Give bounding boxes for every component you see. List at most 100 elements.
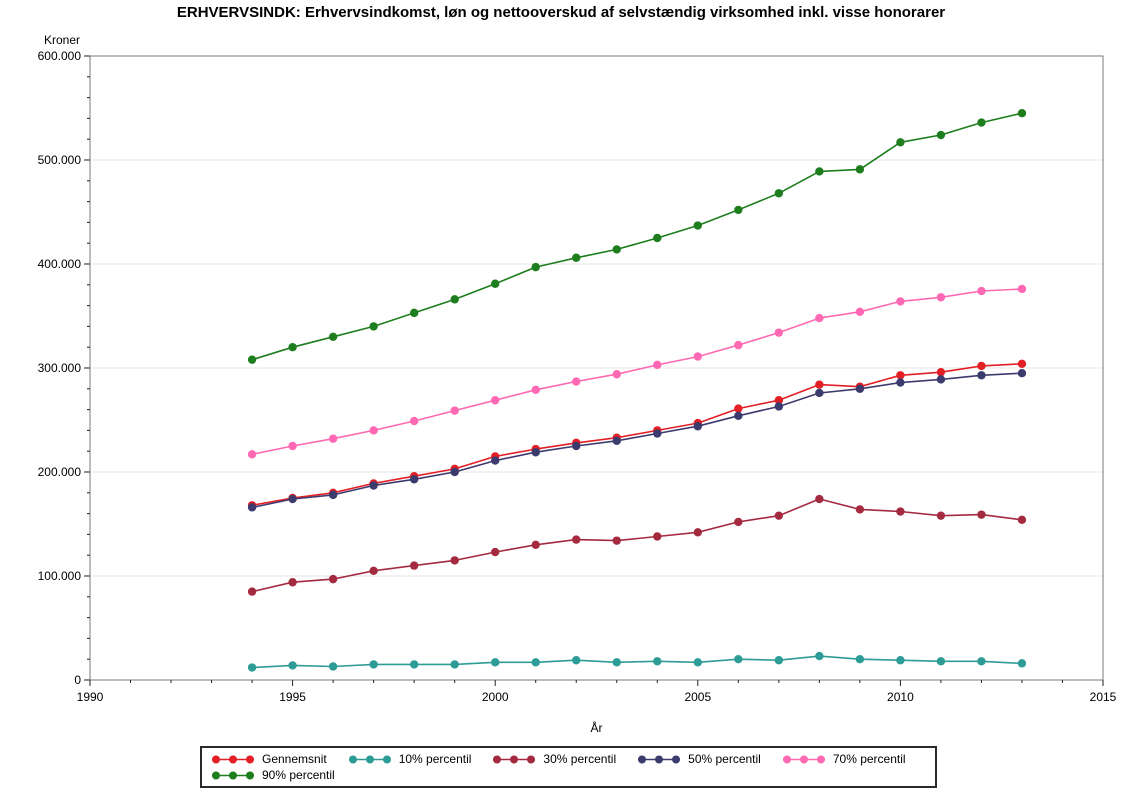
data-point — [734, 404, 743, 413]
data-point — [936, 511, 946, 520]
data-point — [612, 436, 621, 445]
data-point — [1017, 515, 1027, 525]
data-point — [612, 658, 621, 667]
data-point — [572, 377, 581, 386]
series-line — [251, 372, 1023, 509]
data-point — [734, 655, 743, 664]
x-tick-label: 2015 — [1090, 690, 1117, 704]
data-point — [572, 253, 581, 262]
legend-marker-icon — [212, 771, 254, 779]
data-point — [896, 507, 905, 516]
data-point — [653, 532, 662, 541]
data-point — [774, 402, 784, 411]
data-point — [531, 262, 540, 272]
data-point — [896, 371, 905, 380]
series-line — [251, 288, 1023, 456]
data-point — [1017, 369, 1027, 378]
data-point — [693, 221, 702, 230]
data-point — [1017, 284, 1027, 294]
data-point — [450, 556, 459, 565]
y-tick-label: 0 — [74, 673, 81, 687]
data-point — [369, 566, 378, 575]
data-point — [572, 656, 581, 665]
data-point — [247, 663, 257, 672]
legend-item: 50% percentil — [636, 752, 761, 766]
legend-marker-icon — [493, 755, 536, 763]
data-point — [288, 343, 297, 352]
data-point — [815, 494, 824, 504]
data-point — [328, 574, 338, 584]
data-point — [288, 661, 297, 670]
series-line — [251, 363, 1023, 507]
data-point — [977, 361, 986, 371]
y-tick-label: 600.000 — [38, 49, 82, 63]
data-point — [612, 536, 621, 545]
data-point — [612, 245, 621, 254]
x-tick-label: 1990 — [77, 690, 104, 704]
data-point — [288, 441, 297, 451]
data-point — [409, 308, 419, 318]
data-point — [855, 505, 865, 514]
legend-label: 30% percentil — [543, 752, 617, 766]
data-point — [855, 165, 865, 174]
legend-item: 10% percentil — [347, 752, 471, 766]
data-point — [450, 467, 459, 477]
data-point — [247, 503, 257, 512]
data-point — [774, 189, 784, 198]
data-point — [774, 511, 784, 520]
data-point — [734, 411, 743, 421]
data-point — [491, 396, 500, 405]
data-point — [247, 450, 257, 459]
data-point — [855, 384, 865, 393]
data-point — [653, 360, 662, 370]
series-line — [252, 655, 1023, 669]
data-point — [450, 295, 459, 304]
legend-label: 70% percentil — [832, 752, 906, 766]
data-point — [896, 378, 905, 387]
legend-item: 70% percentil — [781, 752, 906, 766]
data-point — [936, 375, 946, 384]
data-point — [693, 352, 702, 361]
data-point — [693, 658, 702, 667]
y-tick-label: 400.000 — [38, 257, 82, 271]
data-point — [734, 517, 743, 527]
series-line — [251, 498, 1023, 593]
data-point — [409, 660, 419, 669]
data-point — [653, 429, 662, 438]
y-tick-label: 100.000 — [38, 569, 82, 583]
data-point — [815, 167, 824, 176]
data-point — [977, 371, 986, 380]
data-point — [896, 297, 905, 306]
data-point — [531, 385, 540, 395]
data-point — [1017, 659, 1027, 668]
data-point — [815, 388, 824, 398]
data-point — [1017, 109, 1027, 118]
data-point — [328, 662, 338, 671]
data-point — [693, 422, 702, 431]
data-point — [734, 340, 743, 350]
chart-title: ERHVERVSINDK: Erhvervsindkomst, løn og n… — [176, 4, 946, 21]
data-point — [328, 332, 338, 341]
data-point — [531, 658, 540, 667]
data-point — [328, 490, 338, 500]
data-point — [977, 286, 986, 296]
data-point — [896, 656, 905, 665]
data-point — [288, 494, 297, 504]
data-point — [491, 456, 500, 465]
x-tick-label: 2005 — [684, 690, 711, 704]
data-point — [288, 578, 297, 587]
data-point — [572, 535, 581, 544]
data-point — [815, 651, 824, 661]
x-tick-label: 2010 — [887, 690, 914, 704]
data-point — [369, 660, 378, 669]
data-point — [369, 426, 378, 435]
data-point — [247, 355, 257, 364]
legend-marker-icon — [348, 755, 391, 763]
series-line — [251, 112, 1023, 361]
data-point — [936, 367, 946, 377]
legend-item: Gennemsnit — [210, 752, 327, 766]
data-point — [693, 528, 702, 537]
data-point — [531, 448, 540, 457]
data-point — [977, 510, 986, 519]
